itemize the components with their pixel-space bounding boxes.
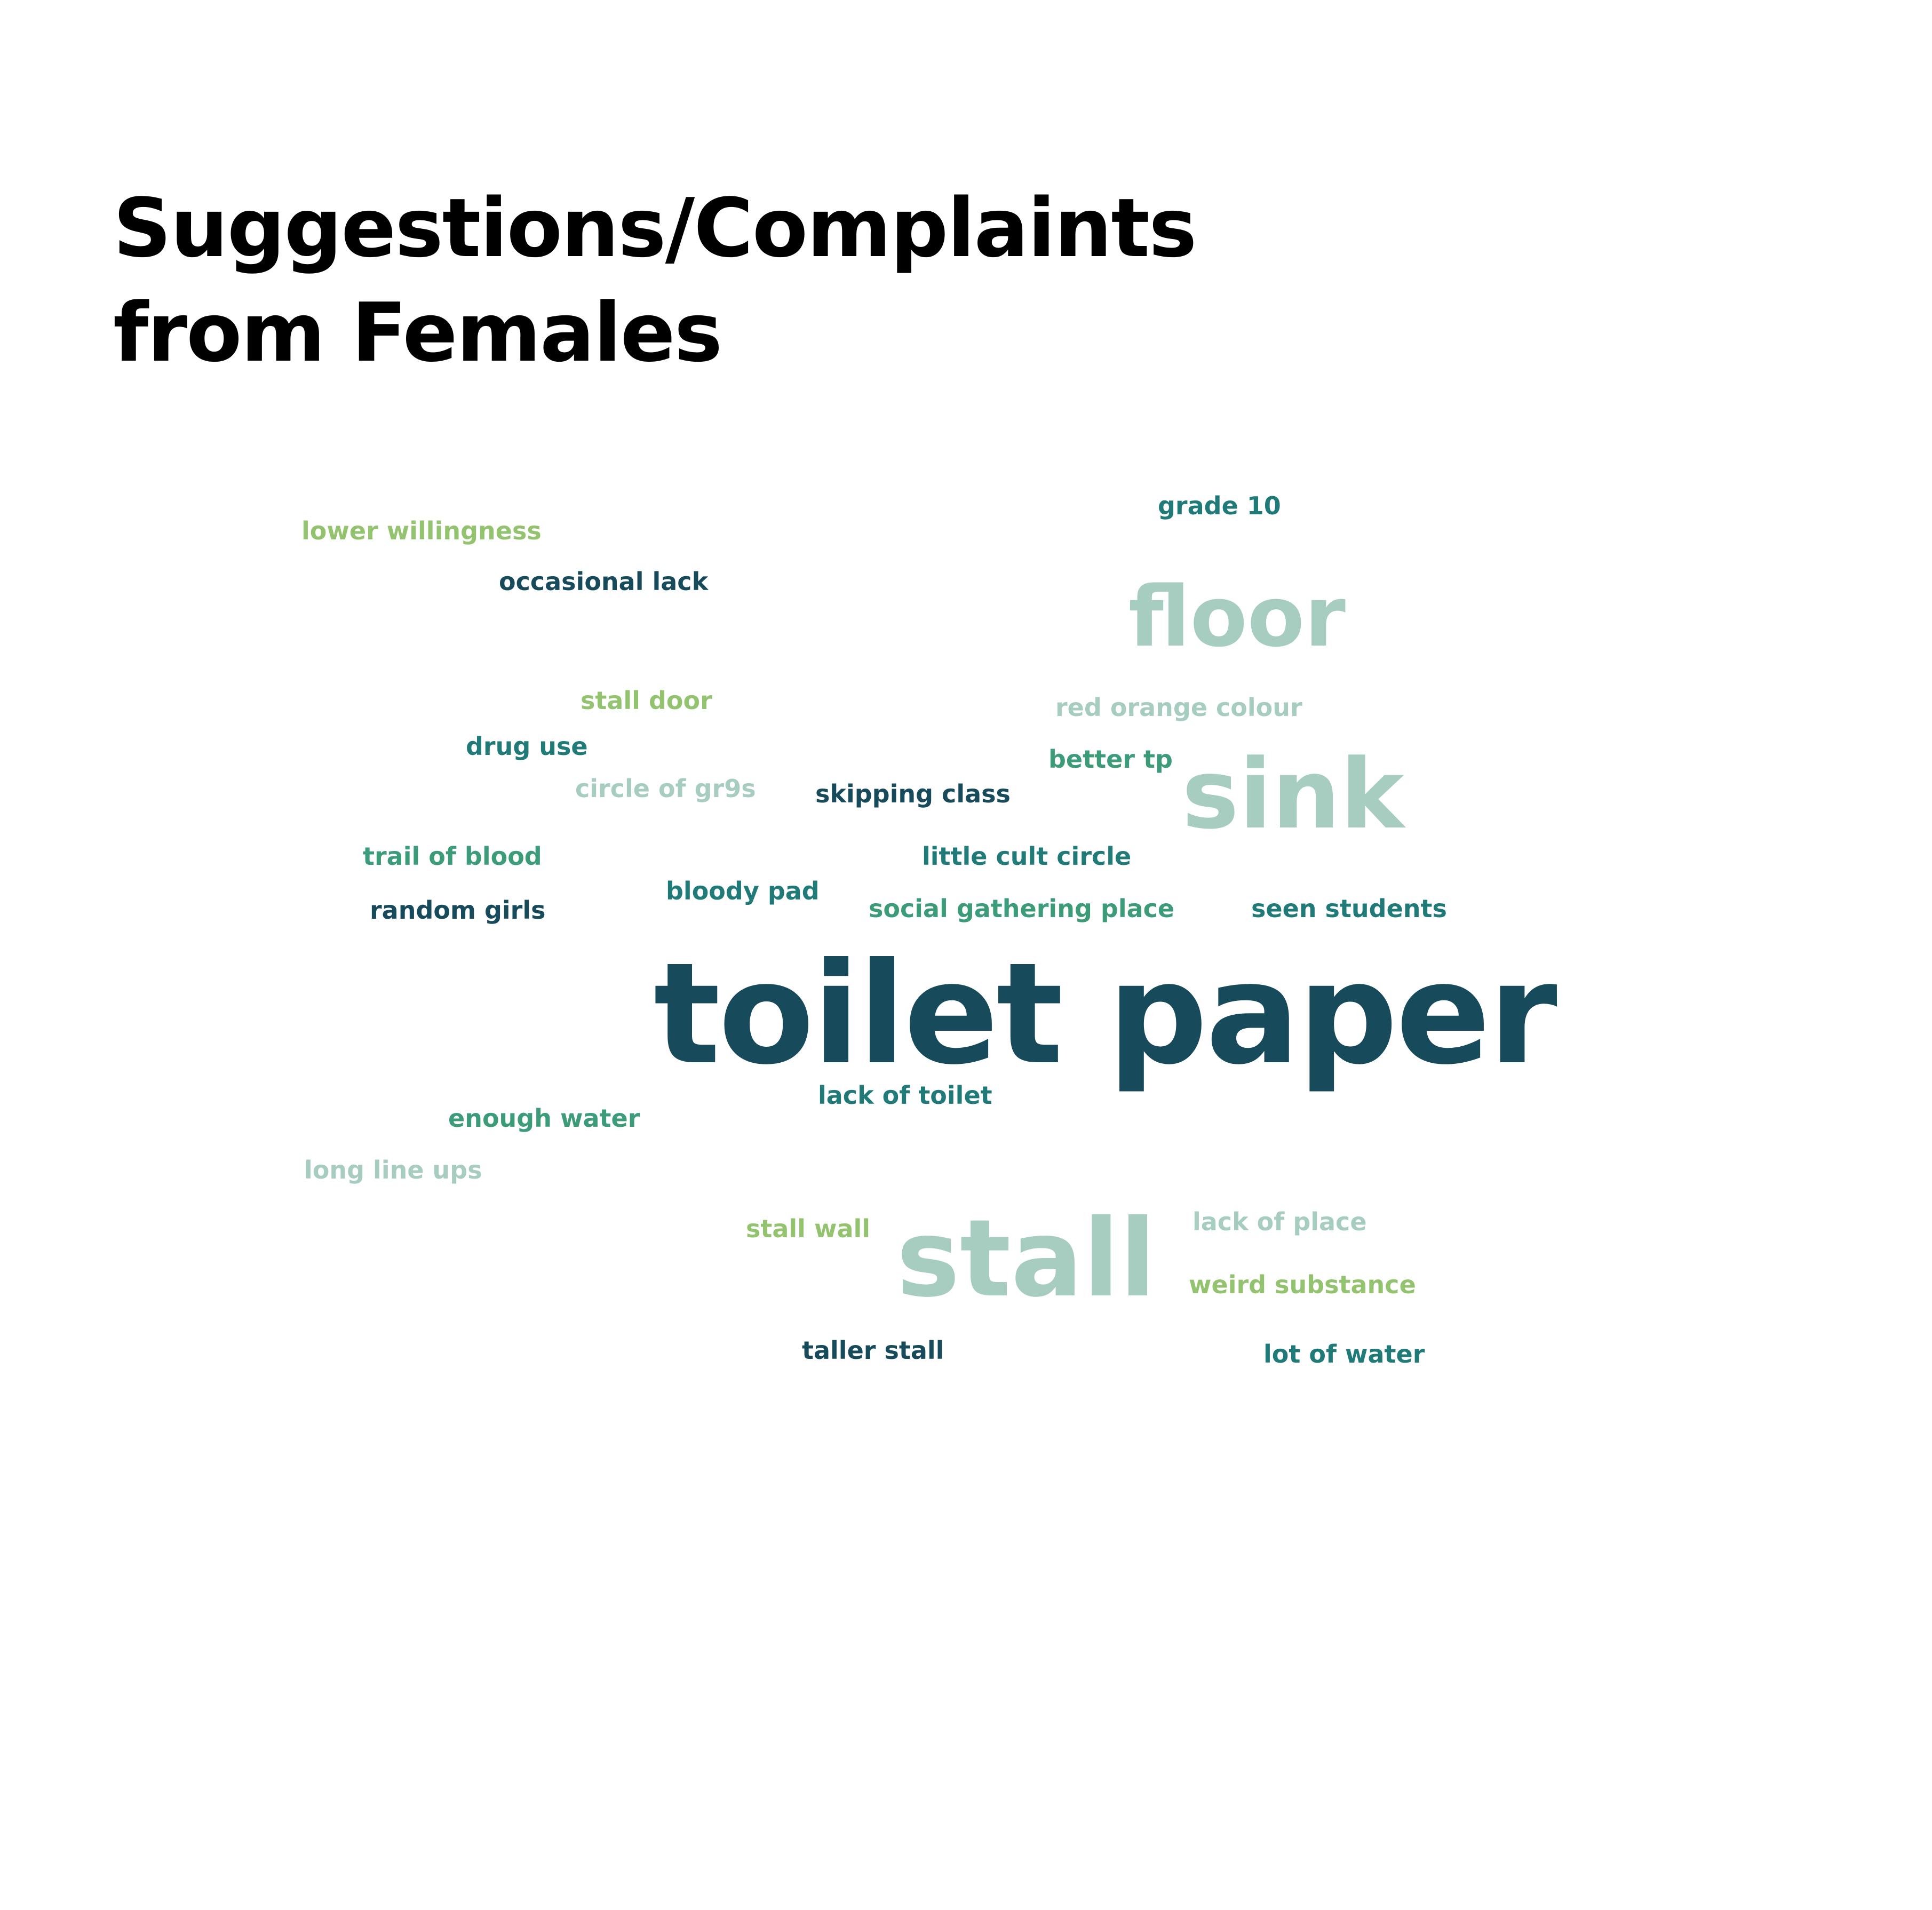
word-trail-of-blood: trail of blood — [363, 842, 542, 871]
word-stall: stall — [896, 1197, 1156, 1321]
word-toilet-paper: toilet paper — [654, 933, 1557, 1095]
word-grade-10: grade 10 — [1158, 491, 1281, 520]
word-social-gathering-place: social gathering place — [869, 894, 1175, 923]
word-lot-of-water: lot of water — [1263, 1340, 1425, 1368]
word-red-orange-colour: red orange colour — [1055, 693, 1302, 722]
word-enough-water: enough water — [448, 1104, 640, 1133]
word-lower-willingness: lower willingness — [301, 516, 542, 545]
word-skipping-class: skipping class — [815, 779, 1011, 808]
word-little-cult-circle: little cult circle — [922, 842, 1132, 871]
word-weird-substance: weird substance — [1189, 1270, 1416, 1299]
word-long-line-ups: long line ups — [304, 1156, 482, 1184]
word-occasional-lack: occasional lack — [499, 567, 709, 596]
word-sink: sink — [1182, 739, 1404, 850]
word-bloody-pad: bloody pad — [666, 877, 820, 905]
title-line-2: from Females — [113, 285, 722, 380]
title-line-1: Suggestions/Complaints — [113, 181, 1197, 275]
word-random-girls: random girls — [370, 896, 546, 925]
word-lack-of-place: lack of place — [1192, 1207, 1367, 1236]
word-circle-of-gr9s: circle of gr9s — [575, 774, 756, 803]
word-stall-wall: stall wall — [746, 1214, 871, 1243]
word-floor: floor — [1128, 568, 1346, 665]
word-taller-stall: taller stall — [802, 1336, 944, 1365]
word-drug-use: drug use — [466, 732, 588, 761]
word-stall-door: stall door — [581, 686, 712, 715]
word-better-tp: better tp — [1048, 745, 1173, 774]
page-title: Suggestions/Complaints from Females — [113, 176, 1197, 385]
word-lack-of-toilet: lack of toilet — [818, 1081, 992, 1110]
word-seen-students: seen students — [1251, 894, 1447, 923]
